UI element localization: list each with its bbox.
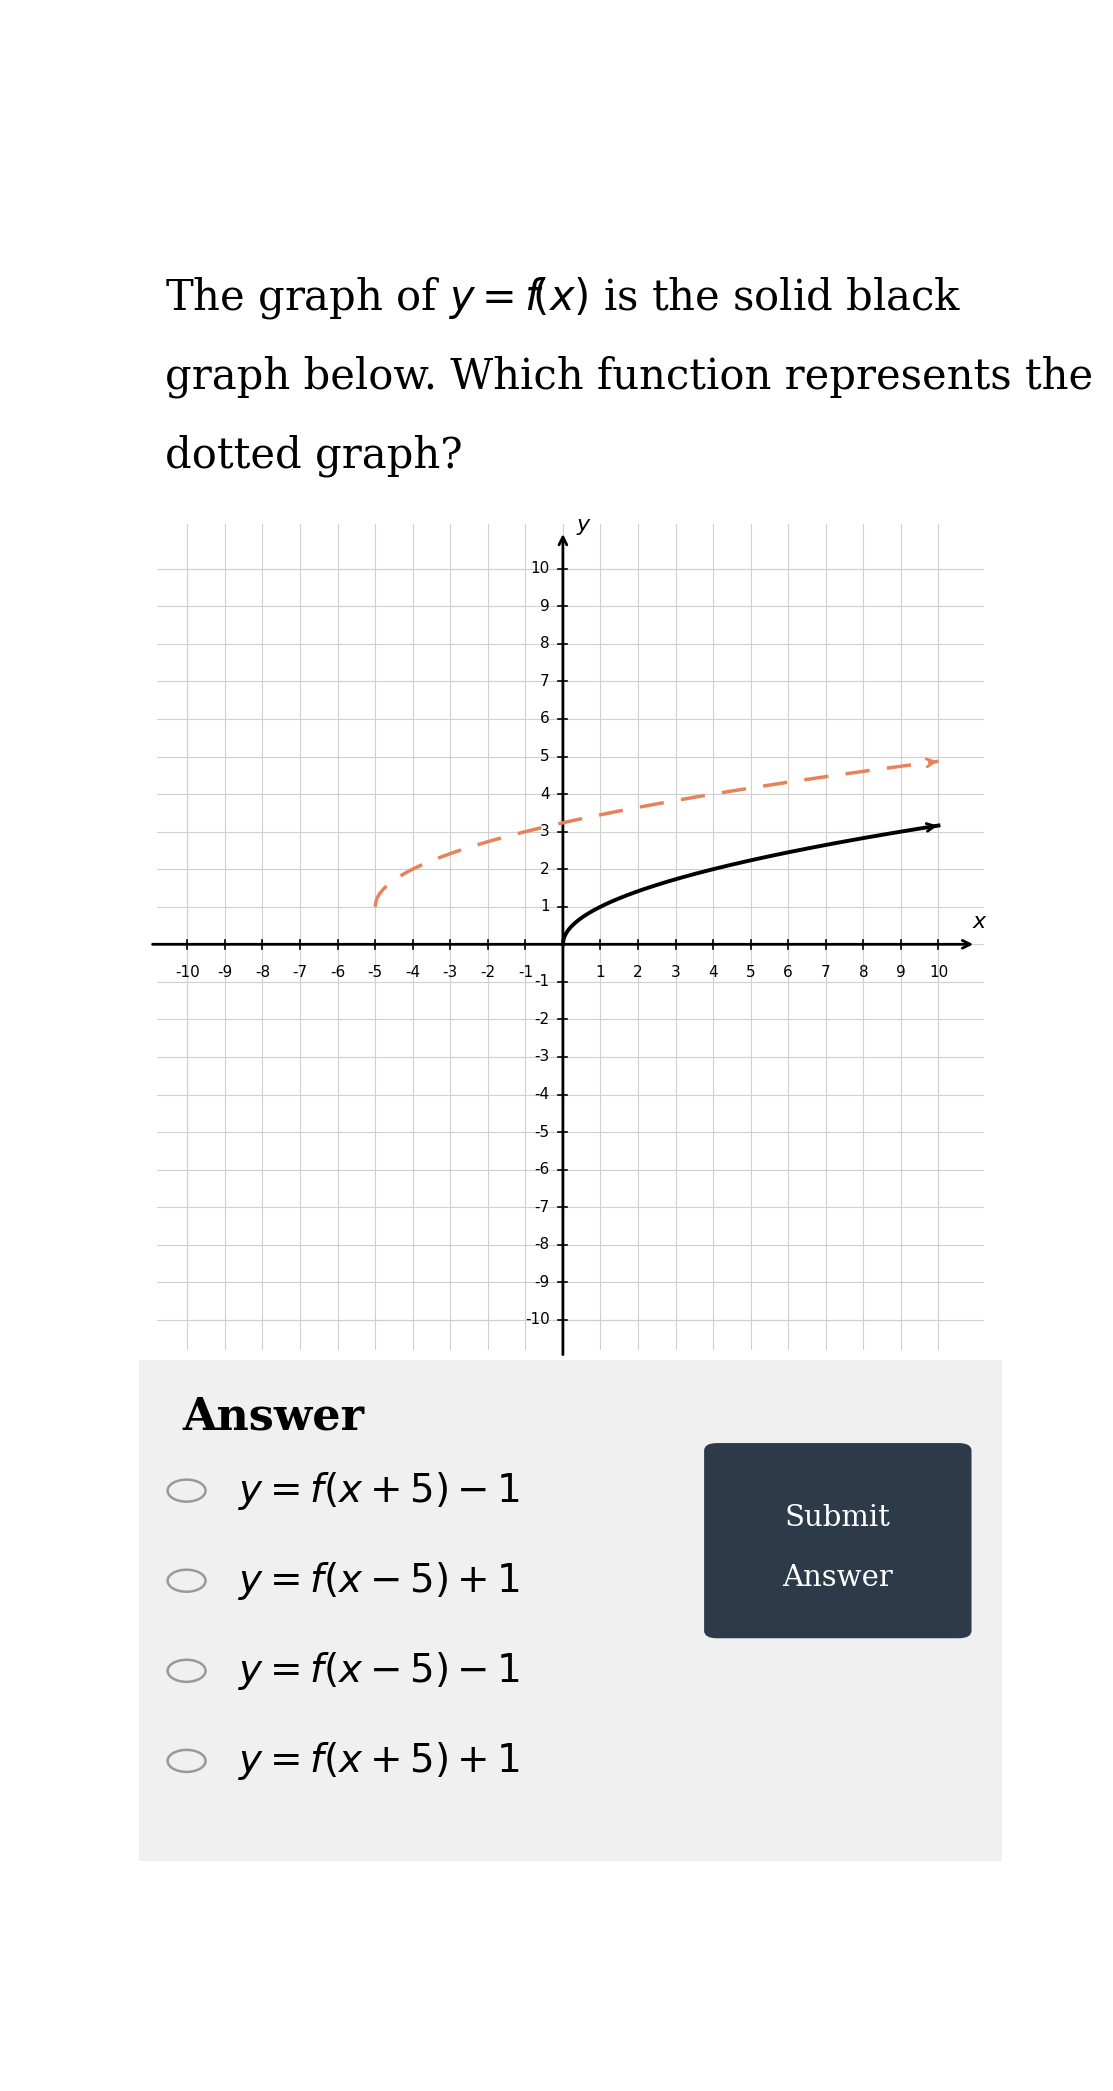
Text: The graph of $y = f\!\left(x\right)$ is the solid black: The graph of $y = f\!\left(x\right)$ is … — [165, 276, 962, 322]
Text: 3: 3 — [540, 824, 550, 838]
Text: -4: -4 — [534, 1087, 550, 1102]
Text: -6: -6 — [329, 964, 345, 981]
Text: 2: 2 — [540, 861, 550, 876]
Text: 6: 6 — [540, 711, 550, 726]
Text: Submit: Submit — [785, 1503, 890, 1533]
Text: 9: 9 — [896, 964, 906, 981]
Text: -5: -5 — [534, 1125, 550, 1140]
Text: 4: 4 — [708, 964, 718, 981]
Text: dotted graph?: dotted graph? — [165, 435, 463, 477]
Text: 1: 1 — [595, 964, 605, 981]
Text: -4: -4 — [405, 964, 421, 981]
Text: 10: 10 — [929, 964, 948, 981]
Text: 4: 4 — [540, 786, 550, 801]
Text: 1: 1 — [540, 899, 550, 914]
Text: 7: 7 — [821, 964, 830, 981]
Text: graph below. Which function represents the: graph below. Which function represents t… — [165, 355, 1093, 397]
Text: 6: 6 — [784, 964, 794, 981]
Text: 3: 3 — [671, 964, 680, 981]
Text: -7: -7 — [293, 964, 307, 981]
Text: -3: -3 — [534, 1050, 550, 1064]
Text: $y = f(x + 5) - 1$: $y = f(x + 5) - 1$ — [238, 1470, 521, 1512]
Text: -9: -9 — [217, 964, 233, 981]
Text: -10: -10 — [525, 1313, 550, 1328]
Text: $y = f(x + 5) + 1$: $y = f(x + 5) + 1$ — [238, 1740, 521, 1782]
Text: -1: -1 — [534, 974, 550, 989]
Text: -2: -2 — [480, 964, 495, 981]
Text: -8: -8 — [255, 964, 270, 981]
Text: $y$: $y$ — [575, 516, 591, 537]
Text: 7: 7 — [540, 673, 550, 688]
Text: 9: 9 — [540, 598, 550, 615]
Text: 5: 5 — [540, 749, 550, 763]
Text: $x$: $x$ — [972, 912, 987, 933]
Text: 2: 2 — [633, 964, 643, 981]
Text: 8: 8 — [858, 964, 868, 981]
Text: -6: -6 — [534, 1163, 550, 1177]
Text: -1: -1 — [518, 964, 533, 981]
Text: -10: -10 — [175, 964, 199, 981]
Text: -7: -7 — [534, 1200, 550, 1215]
Text: -5: -5 — [367, 964, 383, 981]
Text: 10: 10 — [531, 560, 550, 577]
Text: -9: -9 — [534, 1276, 550, 1290]
Text: -8: -8 — [534, 1238, 550, 1253]
Text: -3: -3 — [443, 964, 457, 981]
FancyBboxPatch shape — [139, 1361, 1002, 1861]
Text: Answer: Answer — [183, 1395, 364, 1439]
FancyBboxPatch shape — [705, 1443, 972, 1637]
Text: $y = f(x - 5) + 1$: $y = f(x - 5) + 1$ — [238, 1560, 521, 1602]
Text: Answer: Answer — [782, 1564, 894, 1591]
Text: 5: 5 — [746, 964, 756, 981]
Text: -2: -2 — [534, 1012, 550, 1027]
Text: 8: 8 — [540, 636, 550, 652]
Text: $y = f(x - 5) - 1$: $y = f(x - 5) - 1$ — [238, 1650, 521, 1692]
